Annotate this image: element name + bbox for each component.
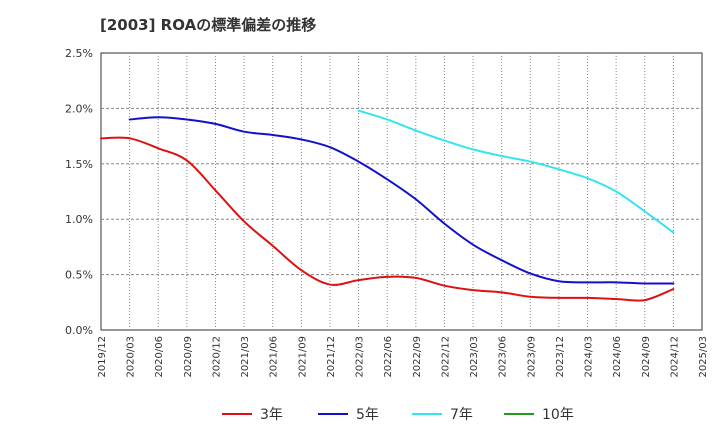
x-tick-label: 2020/06	[154, 336, 165, 378]
x-axis: 2019/12 2020/03 2020/06 2020/09 2020/12 2021/…	[97, 336, 709, 378]
x-tick-label: 2022/03	[355, 336, 366, 378]
legend-item-3y: 3年	[222, 402, 283, 426]
x-tick-label: 2022/06	[383, 336, 394, 378]
x-tick-label: 2024/03	[584, 336, 595, 378]
x-tick-label: 2024/12	[669, 336, 680, 378]
legend-label-10y: 10年	[542, 407, 574, 423]
legend-item-7y: 7年	[412, 402, 473, 426]
y-tick-label: 1.5%	[65, 158, 93, 171]
x-tick-label: 2021/06	[269, 336, 280, 378]
x-tick-label: 2023/12	[555, 336, 566, 378]
legend-swatch-10y	[504, 413, 534, 415]
x-tick-label: 2024/09	[641, 336, 652, 378]
x-tick-label: 2022/09	[412, 336, 423, 378]
legend-item-10y: 10年	[504, 402, 574, 426]
x-tick-label: 2020/12	[211, 336, 222, 378]
x-tick-label: 2020/03	[126, 336, 137, 378]
legend-swatch-5y	[318, 413, 348, 415]
legend-swatch-7y	[412, 413, 442, 415]
x-tick-label: 2020/09	[183, 336, 194, 378]
x-tick-label: 2021/09	[297, 336, 308, 378]
x-tick-label: 2023/09	[526, 336, 537, 378]
x-tick-label: 2024/06	[612, 336, 623, 378]
y-tick-label: 2.0%	[65, 102, 93, 115]
x-tick-label: 2019/12	[97, 336, 108, 378]
y-tick-label: 1.0%	[65, 213, 93, 226]
grid-lines	[101, 53, 702, 330]
legend-label-5y: 5年	[356, 407, 379, 423]
x-tick-label: 2023/03	[469, 336, 480, 378]
series-line-1	[100, 136, 675, 302]
x-tick-label: 2023/06	[498, 336, 509, 378]
legend-item-5y: 5年	[318, 402, 379, 426]
legend-label-7y: 7年	[450, 407, 473, 423]
x-tick-label: 2025/03	[698, 336, 709, 378]
y-axis: 0.0% 0.5% 1.0% 1.5% 2.0% 2.5%	[65, 47, 93, 337]
series-line-3	[357, 109, 675, 234]
legend: 3年 5年 7年 10年	[0, 402, 720, 426]
series-lines	[100, 109, 675, 302]
y-tick-label: 0.0%	[65, 324, 93, 337]
y-tick-label: 2.5%	[65, 47, 93, 60]
series-line-2	[128, 116, 675, 285]
legend-label-3y: 3年	[260, 407, 283, 423]
legend-swatch-3y	[222, 413, 252, 415]
x-tick-label: 2021/12	[326, 336, 337, 378]
x-tick-label: 2021/03	[240, 336, 251, 378]
plot-area	[100, 52, 703, 331]
y-tick-label: 0.5%	[65, 269, 93, 282]
x-tick-label: 2022/12	[440, 336, 451, 378]
chart-title: [2003] ROAの標準偏差の推移	[100, 16, 317, 34]
